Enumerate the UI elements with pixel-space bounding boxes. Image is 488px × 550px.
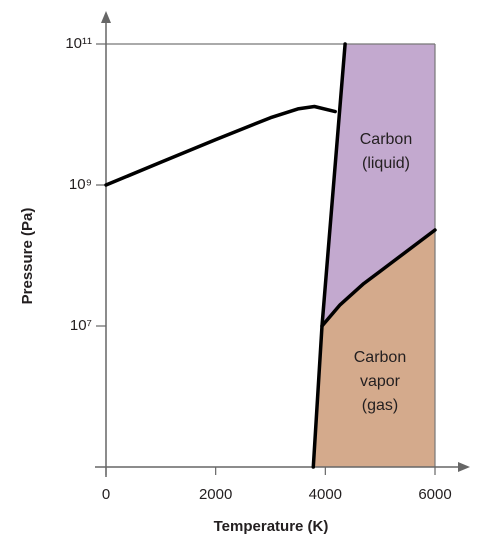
x-axis-label: Temperature (K) [214, 518, 329, 535]
x-tick-label: 4000 [309, 486, 342, 503]
y-tick-label: 10⁷ [70, 317, 92, 334]
phase-boundary [320, 228, 437, 328]
phase-boundary [104, 104, 337, 187]
region-label: Carbon [354, 349, 406, 366]
region-label: Carbon [360, 131, 412, 148]
x-axis-arrow [458, 462, 470, 472]
x-tick-label: 2000 [199, 486, 232, 503]
region-label: (gas) [362, 397, 398, 414]
x-tick-label: 0 [102, 486, 110, 503]
liquid-region [322, 44, 435, 326]
y-axis-arrow [101, 11, 111, 23]
y-tick-label: 10¹¹ [65, 35, 92, 52]
x-tick-label: 6000 [418, 486, 451, 503]
y-tick-label: 10⁹ [69, 176, 92, 193]
region-label: vapor [360, 373, 401, 390]
y-axis-label: Pressure (Pa) [19, 208, 36, 305]
region-label: (liquid) [362, 155, 410, 172]
vapor-region [313, 230, 435, 467]
